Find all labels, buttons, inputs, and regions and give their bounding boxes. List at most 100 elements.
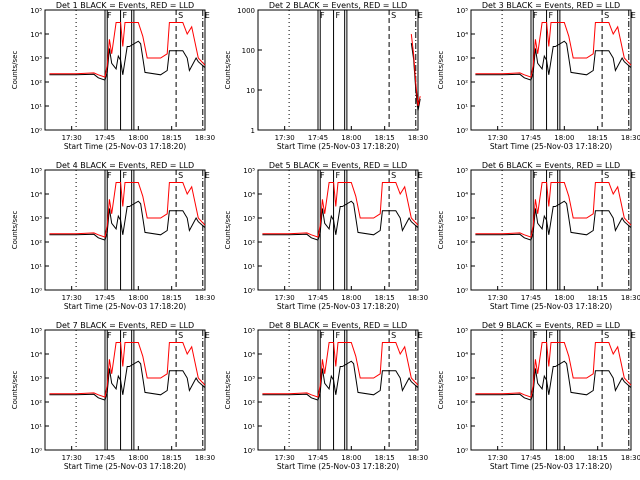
panel-title: Det 9 BLACK = Events, RED = LLD [482,321,620,330]
series-line-events [49,200,206,241]
marker-letter: F [320,331,325,340]
x-tick-label: 17:30 [62,294,82,302]
marker-letter: F [123,171,128,180]
marker-letter: F [549,331,554,340]
y-tick-label: 10¹ [243,423,255,431]
y-tick-label: 10⁰ [456,287,468,295]
y-tick-label: 1 [251,127,255,135]
x-axis-label: Start Time (25-Nov-03 17:18:20) [64,302,186,311]
marker-letter: F [107,171,112,180]
y-tick-label: 10³ [456,375,468,383]
y-tick-label: 10² [243,239,255,247]
y-tick-label: 10⁵ [456,167,468,175]
y-tick-label: 10⁴ [30,191,42,199]
marker-letter: F [549,171,554,180]
y-tick-label: 10³ [30,215,42,223]
y-tick-label: 10⁰ [243,287,255,295]
series-line-lld [410,34,421,107]
y-tick-label: 10¹ [30,103,42,111]
panel-title: Det 5 BLACK = Events, RED = LLD [269,161,407,170]
x-axis-label: Start Time (25-Nov-03 17:18:20) [277,462,399,471]
y-axis-label: Counts/sec [224,51,232,90]
detector-panel: Det 2 BLACK = Events, RED = LLD 1 10 100 100… [224,1,428,151]
marker-letter: F [123,11,128,20]
y-tick-label: 10² [30,79,42,87]
y-tick-label: 10¹ [456,103,468,111]
x-tick-label: 18:15 [588,294,608,302]
x-tick-label: 18:30 [621,454,640,462]
y-tick-label: 10⁵ [456,7,468,15]
marker-letter: F [336,331,341,340]
series-line-lld [49,22,206,78]
marker-letter: S [178,11,183,20]
y-tick-label: 10³ [30,55,42,63]
y-tick-label: 10⁵ [456,327,468,335]
panel-title: Det 2 BLACK = Events, RED = LLD [269,1,407,10]
x-tick-label: 18:30 [195,454,215,462]
y-tick-label: 10⁴ [30,31,42,39]
y-tick-label: 10⁴ [243,191,255,199]
y-tick-label: 10⁰ [243,447,255,455]
y-tick-label: 10² [30,399,42,407]
x-tick-label: 18:30 [408,294,428,302]
marker-letter: E [205,171,210,180]
x-axis-label: Start Time (25-Nov-03 17:18:20) [64,142,186,151]
x-tick-label: 17:30 [62,134,82,142]
marker-letter: F [123,331,128,340]
x-tick-label: 18:00 [128,294,148,302]
marker-letter: F [320,171,325,180]
x-tick-label: 18:30 [408,454,428,462]
x-tick-label: 17:30 [488,134,508,142]
y-axis-label: Counts/sec [224,371,232,410]
y-tick-label: 10⁰ [30,287,42,295]
marker-letter: S [391,171,396,180]
marker-letter: F [549,11,554,20]
x-tick-label: 17:30 [62,454,82,462]
x-tick-label: 18:15 [588,454,608,462]
y-tick-label: 10³ [456,55,468,63]
y-tick-label: 10¹ [456,263,468,271]
plot-frame [470,329,632,451]
marker-letter: E [631,331,636,340]
x-tick-label: 17:30 [275,294,295,302]
series-line-events [262,200,419,241]
x-tick-label: 18:15 [162,454,182,462]
x-axis-label: Start Time (25-Nov-03 17:18:20) [490,302,612,311]
detector-panel: Det 5 BLACK = Events, RED = LLD 10⁰ 10¹ 10²… [224,161,428,311]
series-line-events [410,42,421,111]
marker-letter: F [336,11,341,20]
y-tick-label: 10⁰ [30,447,42,455]
y-tick-label: 10⁰ [456,127,468,135]
x-tick-label: 18:30 [408,134,428,142]
marker-letter: S [391,11,396,20]
x-tick-label: 18:00 [554,134,574,142]
series-line-lld [475,182,632,238]
x-tick-label: 18:30 [621,294,640,302]
y-tick-label: 10 [246,87,255,95]
series-line-lld [475,342,632,398]
y-tick-label: 10² [456,399,468,407]
y-tick-label: 10² [243,399,255,407]
series-line-events [49,40,206,81]
x-tick-label: 17:45 [521,134,541,142]
x-tick-label: 18:30 [195,134,215,142]
marker-letter: E [418,331,423,340]
series-line-events [49,360,206,401]
y-tick-label: 10⁵ [30,7,42,15]
y-tick-label: 10³ [243,215,255,223]
y-tick-label: 10¹ [30,423,42,431]
y-axis-label: Counts/sec [11,371,19,410]
y-tick-label: 10³ [456,215,468,223]
series-line-lld [262,182,419,238]
marker-letter: F [107,11,112,20]
detector-panel: Det 4 BLACK = Events, RED = LLD 10⁰ 10¹ 10²… [11,161,215,311]
x-tick-label: 17:45 [308,294,328,302]
series-line-lld [262,342,419,398]
x-tick-label: 18:00 [341,294,361,302]
y-axis-label: Counts/sec [437,51,445,90]
marker-letter: S [604,331,609,340]
y-axis-label: Counts/sec [224,211,232,250]
marker-letter: F [533,11,538,20]
x-tick-label: 18:30 [621,134,640,142]
